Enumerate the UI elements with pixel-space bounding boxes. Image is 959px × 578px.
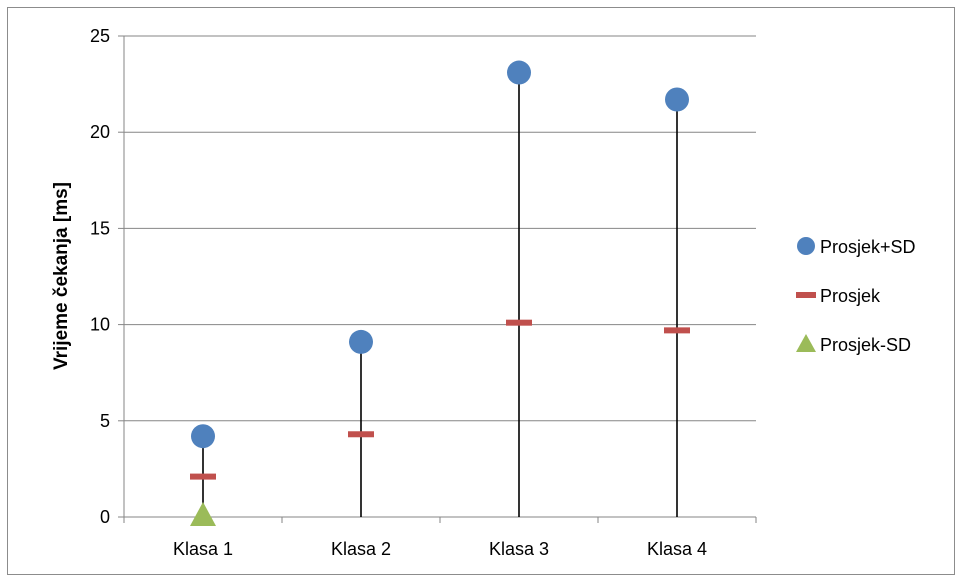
marker-dash-4	[664, 327, 690, 334]
marker-circle-4	[665, 87, 689, 112]
x-tick-label: Klasa 4	[647, 539, 707, 559]
legend: Prosjek+SD Prosjek Prosjek-SD	[796, 237, 916, 355]
marker-dash-2	[348, 431, 374, 438]
x-tick-label: Klasa 3	[489, 539, 549, 559]
legend-marker-dash	[796, 292, 816, 298]
x-tick-label: Klasa 2	[331, 539, 391, 559]
marker-dash-3	[506, 319, 532, 326]
marker-triangle-1	[190, 502, 216, 526]
y-tick-label: 15	[90, 218, 110, 238]
y-tick-label: 25	[90, 26, 110, 46]
tick-labels: 0 5 10 15 20 25 Klasa 1 Klasa 2 Klasa 3 Klasa 4	[90, 26, 707, 559]
legend-label: Prosjek	[820, 286, 881, 306]
y-tick-label: 5	[100, 411, 110, 431]
legend-label: Prosjek+SD	[820, 237, 916, 257]
marker-circle-3	[507, 60, 531, 85]
y-tick-label: 0	[100, 507, 110, 527]
y-tick-label: 20	[90, 122, 110, 142]
high-low-lines	[202, 72, 678, 517]
marker-circle-1	[191, 424, 215, 449]
y-axis-title: Vrijeme čekanja [ms]	[51, 182, 72, 370]
legend-marker-triangle	[796, 334, 816, 352]
legend-marker-circle	[797, 237, 815, 255]
data-markers	[190, 60, 690, 526]
marker-dash-1	[190, 473, 216, 480]
legend-label: Prosjek-SD	[820, 335, 911, 355]
x-tick-label: Klasa 1	[173, 539, 233, 559]
chart-frame	[7, 7, 955, 575]
gridlines	[124, 35, 756, 422]
marker-circle-2	[349, 329, 373, 354]
y-tick-label: 10	[90, 315, 110, 335]
axes	[118, 35, 757, 523]
